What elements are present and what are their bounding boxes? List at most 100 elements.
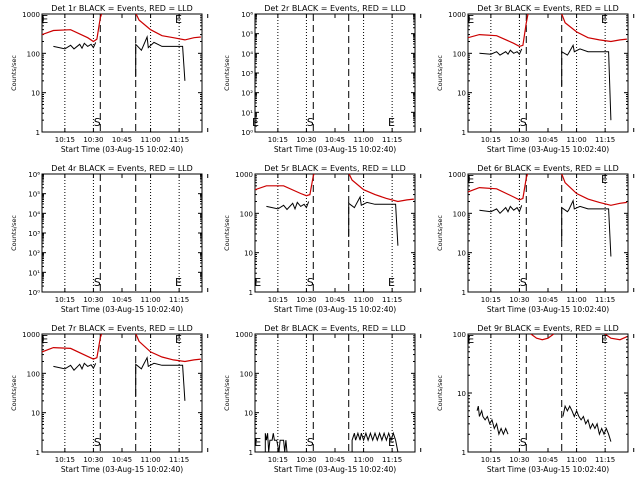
lld-series-line [255,174,315,197]
event-marker-s: S [94,276,101,289]
y-tick-label: 100 [453,50,466,58]
event-marker-e: E [601,333,608,346]
events-series-line [266,201,310,211]
x-tick-label: 11:15 [595,456,615,464]
plot-frame [254,333,416,453]
events-series-line [479,48,523,56]
detector-panel-6: Det 6r BLACK = Events, RED = LLD 1 10 100 10… [436,164,635,314]
x-tick-label: 10:15 [268,456,288,464]
lld-series-line [468,14,529,48]
events-series-line [348,195,399,246]
panel-title: Det 4r BLACK = Events, RED = LLD [51,164,193,173]
y-tick-label: 1000 [448,171,466,179]
events-series-line [135,356,186,401]
y-tick-label: 10² [28,250,40,258]
event-marker-e: E [467,173,474,186]
x-tick-label: 11:00 [566,296,586,304]
x-tick-label: 10:30 [509,296,529,304]
lld-series-line [561,174,627,206]
x-tick-label: 10:30 [296,456,316,464]
events-series-line [53,42,97,50]
x-tick-label: 10:30 [296,136,316,144]
event-marker-e: E [601,13,608,26]
y-tick-label: 100 [27,50,40,58]
event-marker-e: E [467,333,474,346]
plot-frame [254,13,416,133]
y-tick-label: 10 [31,90,40,98]
detector-panel-1: Det 1r BLACK = Events, RED = LLD 1 10 100 10… [10,4,209,154]
y-tick-label: 100 [240,210,253,218]
panel-title: Det 6r BLACK = Events, RED = LLD [477,164,619,173]
x-tick-label: 10:45 [112,136,132,144]
event-marker-e: E [175,276,182,289]
detector-panel-7: Det 7r BLACK = Events, RED = LLD 1 10 100 10… [10,324,209,474]
detector-panel-2: Det 2r BLACK = Events, RED = LLD 10⁰ 10¹ 10… [223,4,422,154]
x-tick-label: 11:15 [169,456,189,464]
event-marker-s: S [307,436,314,449]
events-series-line [264,433,288,452]
y-tick-label: 10⁰ [241,129,253,137]
lld-series-line [135,14,201,41]
event-marker-s: S [307,116,314,129]
x-axis-label: Start Time (03-Aug-15 10:02:40) [61,305,183,314]
x-tick-label: 10:45 [325,456,345,464]
y-tick-label: 1 [36,449,40,457]
y-tick-label: 1 [249,449,253,457]
y-tick-label: 1000 [22,11,40,19]
event-marker-s: S [307,276,314,289]
x-axis-label: Start Time (03-Aug-15 10:02:40) [487,305,609,314]
y-tick-label: 100 [453,331,466,339]
panel-title: Det 5r BLACK = Events, RED = LLD [264,164,406,173]
x-tick-label: 11:00 [353,456,373,464]
event-marker-e: E [41,333,48,346]
event-marker-s: S [94,436,101,449]
x-axis-label: Start Time (03-Aug-15 10:02:40) [61,465,183,474]
x-tick-label: 10:30 [509,136,529,144]
lld-series-line [468,174,529,201]
y-axis-label: Counts/sec [10,375,18,411]
detector-panel-4: Det 4r BLACK = Events, RED = LLD 10⁰ 10¹ 10… [10,164,209,314]
events-series-line [351,431,399,452]
event-marker-s: S [520,276,527,289]
x-tick-label: 11:15 [382,296,402,304]
y-tick-label: 10³ [28,230,40,238]
y-axis-label: Counts/sec [10,215,18,251]
plot-frame [41,173,203,293]
y-axis-label: Counts/sec [10,55,18,91]
panel-title: Det 2r BLACK = Events, RED = LLD [264,4,406,13]
plot-frame [254,173,416,293]
y-tick-label: 10³ [241,70,253,78]
plot-frame [41,333,203,453]
y-axis-label: Counts/sec [223,55,231,91]
events-series-line [562,404,612,442]
panel-title: Det 3r BLACK = Events, RED = LLD [477,4,619,13]
x-tick-label: 10:45 [325,296,345,304]
y-tick-label: 10⁵ [241,31,253,39]
y-tick-label: 10⁶ [28,171,40,179]
event-marker-e: E [252,116,259,129]
event-marker-s: S [520,436,527,449]
x-tick-label: 11:15 [382,136,402,144]
y-tick-label: 10 [31,410,40,418]
x-tick-label: 11:15 [595,296,615,304]
event-marker-e: E [254,276,261,289]
lld-series-line [42,334,103,360]
panel-title: Det 1r BLACK = Events, RED = LLD [51,4,193,13]
y-tick-label: 10 [457,250,466,258]
x-tick-label: 11:00 [566,136,586,144]
x-tick-label: 11:15 [169,296,189,304]
x-tick-label: 11:00 [140,456,160,464]
x-tick-label: 11:00 [353,136,373,144]
x-tick-label: 10:30 [83,296,103,304]
x-tick-label: 10:15 [55,296,75,304]
event-marker-e: E [175,13,182,26]
y-tick-label: 1000 [22,331,40,339]
event-marker-e: E [388,436,395,449]
events-series-line [561,198,612,257]
events-series-line [53,362,97,371]
y-tick-label: 10 [244,250,253,258]
x-axis-label: Start Time (03-Aug-15 10:02:40) [274,305,396,314]
x-axis-label: Start Time (03-Aug-15 10:02:40) [274,465,396,474]
x-tick-label: 11:15 [595,136,615,144]
